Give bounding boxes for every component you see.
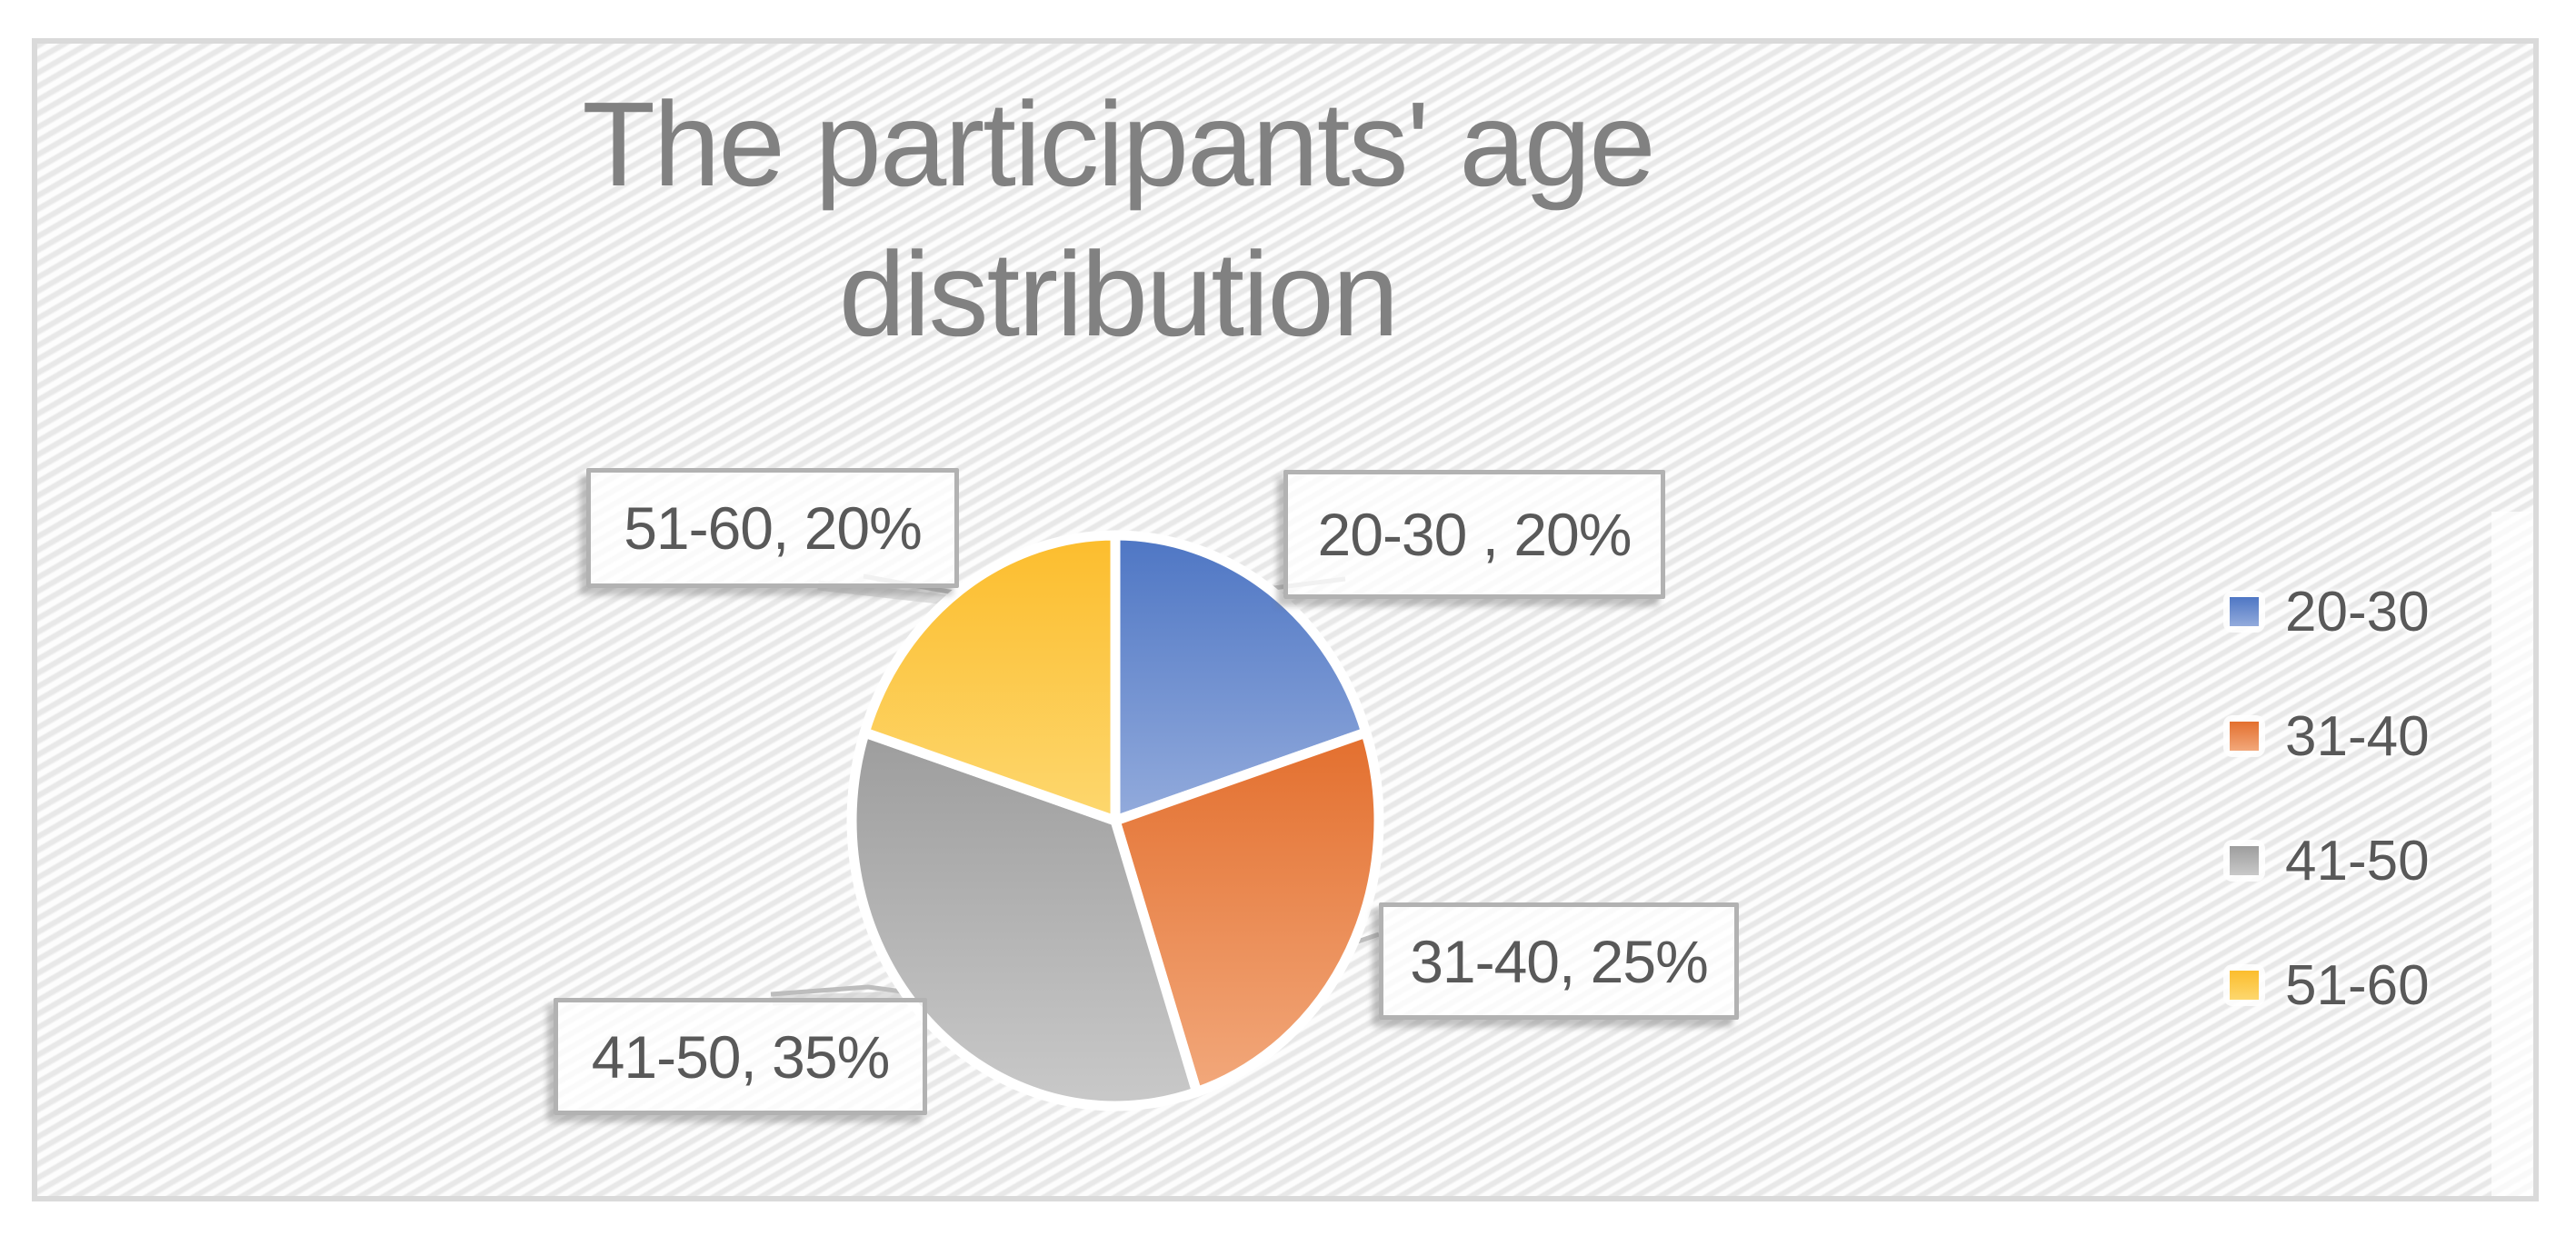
chart-title[interactable]: The participants' age distribution [32,69,2204,369]
legend-item-51-60[interactable]: 51-60 [2223,953,2430,1017]
legend-label: 31-40 [2285,704,2430,768]
chart-title-line-1: The participants' age [582,77,1655,211]
pie-slice-31-40[interactable] [1110,727,1384,1098]
legend: 20-30 31-40 41-50 51-60 [2223,580,2430,1080]
legend-label: 41-50 [2285,829,2430,892]
data-label-41-50[interactable]: 41-50, 35% [554,998,927,1115]
data-label-41-50-text: 41-50, 35% [591,1022,891,1091]
legend-swatch-20-30 [2230,597,2259,626]
legend-swatch-halo [2223,964,2265,1006]
legend-swatch-halo [2223,591,2265,633]
pie-slice-41-50[interactable] [846,727,1203,1111]
legend-item-41-50[interactable]: 41-50 [2223,829,2430,892]
data-label-51-60-text: 51-60, 20% [624,494,923,562]
legend-item-31-40[interactable]: 31-40 [2223,704,2430,768]
data-label-31-40[interactable]: 31-40, 25% [1379,902,1739,1020]
leader-line-41-50 [770,984,910,997]
legend-swatch-halo [2223,715,2265,757]
chart-title-line-2: distribution [838,227,1399,361]
legend-swatch-41-50 [2230,846,2259,875]
pie[interactable] [846,530,1384,1111]
right-white-strip [2491,512,2533,1196]
legend-label: 20-30 [2285,580,2430,643]
legend-swatch-halo [2223,840,2265,882]
legend-item-20-30[interactable]: 20-30 [2223,580,2430,643]
legend-label: 51-60 [2285,953,2430,1017]
data-label-31-40-text: 31-40, 25% [1410,927,1709,995]
data-label-20-30[interactable]: 20-30 , 20% [1283,470,1665,599]
legend-swatch-31-40 [2230,722,2259,751]
legend-swatch-51-60 [2230,971,2259,1000]
data-label-51-60[interactable]: 51-60, 20% [586,468,959,588]
data-label-20-30-text: 20-30 , 20% [1317,501,1632,568]
pie-slice-51-60[interactable] [859,530,1121,826]
